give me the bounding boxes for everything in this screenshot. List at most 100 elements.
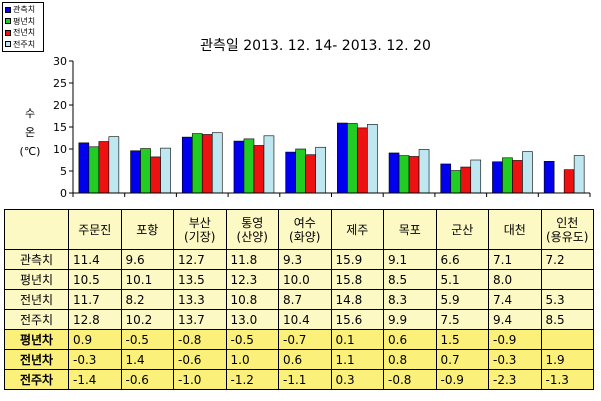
table-cell: 13.3 — [173, 289, 227, 310]
table-cell: 9.4 — [488, 309, 542, 330]
y-tick-label: 0 — [60, 187, 67, 200]
bar — [98, 141, 110, 194]
y-tick-label: 20 — [53, 99, 67, 112]
table-cell: -0.9 — [488, 329, 542, 350]
bar — [450, 170, 462, 194]
chart-title: 관측일 2013. 12. 14- 2013. 12. 20 — [200, 38, 431, 54]
table-cell: 13.7 — [173, 309, 227, 330]
table-cell: 8.7 — [278, 289, 332, 310]
bar — [315, 146, 326, 194]
column-header: 부산 (기장) — [173, 209, 227, 250]
table-cell: 14.8 — [330, 289, 384, 310]
legend-label: 관측치 — [13, 5, 36, 14]
table-cell: 11.7 — [68, 289, 122, 310]
bar — [78, 142, 90, 194]
bar — [337, 122, 348, 194]
bar — [201, 134, 213, 194]
legend-label: 평년치 — [13, 16, 36, 26]
table-cell: 8.5 — [540, 309, 594, 330]
bar — [408, 156, 420, 194]
y-axis-label-line: (℃) — [19, 145, 41, 158]
bar-chart: 0 5 10 15 20 25 30 — [53, 55, 591, 200]
table-cell: 6.6 — [435, 249, 489, 270]
legend-entry: 전년치 — [5, 27, 41, 39]
legend-label: 전주치 — [13, 39, 36, 49]
table-cell: 7.1 — [488, 249, 542, 270]
bar — [512, 160, 523, 194]
table-cell: 15.6 — [330, 309, 384, 330]
row-header: 전주치 — [4, 309, 69, 330]
table-cell: -0.5 — [120, 329, 174, 350]
table-cell: 10.0 — [278, 269, 332, 290]
table-cell: 0.7 — [435, 349, 489, 370]
table-cell: 9.3 — [278, 249, 332, 270]
bar — [130, 150, 141, 194]
table-cell: 7.5 — [435, 309, 489, 330]
table-cell: 10.4 — [278, 309, 332, 330]
table-cell: 1.4 — [120, 349, 174, 370]
legend-entry: 전주치 — [5, 39, 41, 51]
table-cell: 0.9 — [68, 329, 122, 350]
column-header: 포항 — [120, 209, 174, 250]
data-table: 주문진 포항 부산 (기장) 통영 (산양) 여수 (화양) 제주 목포 군산 대천 인천 (용유도) 관측… — [4, 209, 594, 390]
table-cell: 0.3 — [330, 369, 384, 390]
table-cell: 13.5 — [173, 269, 227, 290]
y-axis-label-line: 수 — [24, 107, 36, 120]
table-cell: -0.7 — [278, 329, 332, 350]
column-header: 인천 (용유도) — [540, 209, 594, 250]
bar — [347, 123, 358, 194]
table-cell: 15.8 — [330, 269, 384, 290]
bar — [470, 159, 482, 194]
bar — [492, 161, 503, 194]
table-cell: 1.5 — [435, 329, 489, 350]
table-cell: -0.5 — [225, 329, 279, 350]
table-cell: 0.1 — [330, 329, 384, 350]
table-cell: 1.0 — [225, 349, 279, 370]
y-tick-label: 30 — [53, 55, 67, 68]
row-header: 관측치 — [4, 249, 69, 270]
table-cell: 15.9 — [330, 249, 384, 270]
bar — [460, 166, 472, 194]
row-header: 전년치 — [4, 289, 69, 310]
row-header: 전주차 — [4, 369, 69, 390]
table-cell: 11.4 — [68, 249, 122, 270]
table-cell: -0.3 — [68, 349, 122, 370]
table-cell: 8.2 — [120, 289, 174, 310]
bar — [418, 149, 430, 194]
bar — [543, 161, 555, 194]
table-row: 전년치 11.7 8.2 13.3 10.8 8.7 14.8 8.3 5.9 7.4 5.3 — [4, 289, 594, 310]
bar — [502, 157, 513, 194]
table-cell: -0.8 — [383, 369, 437, 390]
table-cell: 12.3 — [225, 269, 279, 290]
bar — [243, 138, 255, 194]
bar — [357, 127, 368, 194]
bar — [285, 151, 296, 194]
bar — [398, 155, 410, 194]
bar — [388, 152, 400, 194]
table-cell: 5.3 — [540, 289, 594, 310]
table-cell: 1.1 — [330, 349, 384, 370]
bar — [160, 147, 171, 194]
column-header: 주문진 — [68, 209, 122, 250]
table-cell: 7.4 — [488, 289, 542, 310]
table-cell: -0.6 — [173, 349, 227, 370]
row-header: 평년차 — [4, 329, 69, 350]
column-header: 통영 (산양) — [225, 209, 279, 250]
legend-entry: 평년치 — [5, 16, 41, 28]
table-cell: -2.3 — [488, 369, 542, 390]
legend-entry: 관측치 — [5, 4, 41, 16]
table-cell: 11.8 — [225, 249, 279, 270]
table-row: 전주치 12.8 10.2 13.7 13.0 10.4 15.6 9.9 7.5 9.4 8.5 — [4, 309, 594, 330]
legend-swatch — [5, 18, 11, 25]
bar — [522, 151, 533, 194]
table-cell: 12.8 — [68, 309, 122, 330]
table-row: 전주차 -1.4 -0.6 -1.0 -1.2 -1.1 0.3 -0.8 -0.9 -2.3 -1… — [4, 369, 594, 390]
table-cell: 0.6 — [383, 329, 437, 350]
table-cell: 0.6 — [278, 349, 332, 370]
y-tick-label: 10 — [53, 143, 67, 156]
table-cell: 9.9 — [383, 309, 437, 330]
column-header: 여수 (화양) — [278, 209, 332, 250]
table-corner-cell — [4, 209, 69, 250]
table-cell: -1.1 — [278, 369, 332, 390]
